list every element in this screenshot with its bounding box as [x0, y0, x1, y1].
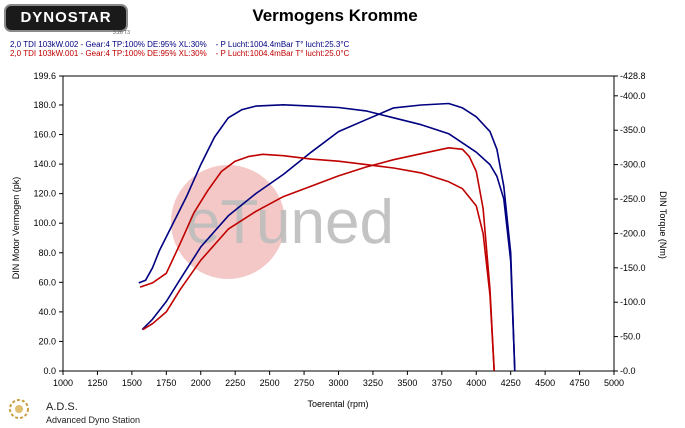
y2-tick-label: -300.0: [620, 160, 646, 170]
y-tick-label: 0.0: [43, 366, 56, 376]
ads-logo-icon: [9, 399, 29, 419]
y-tick-label: 180.0: [33, 100, 56, 110]
x-tick-label: 5000: [604, 378, 624, 388]
y2-tick-label: -0.0: [620, 366, 636, 376]
y2-tick-label: -150.0: [620, 263, 646, 273]
x-tick-label: 2500: [260, 378, 280, 388]
series-line-torque-run-001: [139, 153, 495, 372]
watermark-text: eTuned: [186, 188, 394, 257]
run-legend-1: 2,0 TDI 103kW.002 - Gear:4 TP:100% DE:95…: [10, 40, 349, 49]
x-tick-label: 3000: [328, 378, 348, 388]
ads-description: Advanced Dyno Station: [46, 415, 141, 425]
series-line-power-run-001: [142, 147, 495, 372]
logo-version: 3.26 T3: [113, 30, 130, 36]
run-legend-2: 2,0 TDI 103kW.001 - Gear:4 TP:100% DE:95…: [10, 49, 349, 58]
x-tick-label: 1750: [156, 378, 176, 388]
y-tick-label: 120.0: [33, 189, 56, 199]
y2-tick-label: -400.0: [620, 91, 646, 101]
x-tick-label: 4500: [535, 378, 555, 388]
y2-tick-label: -250.0: [620, 194, 646, 204]
etuned-watermark: eTuned: [171, 165, 394, 279]
chart-title: Vermogens Kromme: [252, 6, 418, 25]
x-tick-label: 1500: [122, 378, 142, 388]
series-line-torque-run-002: [138, 104, 516, 372]
x-tick-label: 3250: [363, 378, 383, 388]
run-conditions-2: - P Lucht:1004.4mBar T° lucht:25.0°C: [215, 49, 350, 58]
y2-axis-label: DIN Torque (Nm): [658, 191, 668, 259]
x-tick-label: 3750: [432, 378, 452, 388]
y-axis-left: 0.0 20.0 40.0 60.0 80.0 100.0 120.0 140.0 160.0 1…: [33, 71, 63, 376]
x-axis: 1000 1250 1500 1750 2000 2250 2500 2750 3000 3250…: [53, 371, 624, 388]
x-tick-label: 1000: [53, 378, 73, 388]
x-tick-label: 3500: [397, 378, 417, 388]
x-axis-label: Toerental (rpm): [307, 399, 368, 409]
y-tick-label: 199.6: [33, 71, 56, 81]
y2-tick-label: -428.8: [620, 71, 646, 81]
run-conditions-1: - P Lucht:1004.4mBar T° lucht:25.3°C: [215, 40, 350, 49]
y-tick-label: 100.0: [33, 218, 56, 228]
y-tick-label: 20.0: [38, 336, 56, 346]
y2-tick-label: -350.0: [620, 125, 646, 135]
x-tick-label: 2000: [191, 378, 211, 388]
series-layer: [138, 102, 516, 372]
dynostar-logo: DYNOSTAR: [4, 4, 128, 32]
series-line-power-run-002: [141, 102, 516, 372]
x-tick-label: 4250: [501, 378, 521, 388]
x-tick-label: 4000: [466, 378, 486, 388]
x-tick-label: 2750: [294, 378, 314, 388]
y-axis-right: -0.0 -50.0 -100.0 -150.0 -200.0 -250.0 -300.0 -…: [614, 71, 646, 376]
y2-tick-label: -50.0: [620, 332, 641, 342]
logo-text: DYNOSTAR: [20, 9, 112, 26]
y-tick-label: 60.0: [38, 277, 56, 287]
run-label-1: 2,0 TDI 103kW.002 - Gear:4 TP:100% DE:95…: [10, 40, 207, 49]
x-tick-label: 2250: [225, 378, 245, 388]
y2-tick-label: -100.0: [620, 297, 646, 307]
x-tick-label: 4750: [570, 378, 590, 388]
x-tick-label: 1250: [87, 378, 107, 388]
y-tick-label: 160.0: [33, 130, 56, 140]
y2-tick-label: -200.0: [620, 228, 646, 238]
run-label-2: 2,0 TDI 103kW.001 - Gear:4 TP:100% DE:95…: [10, 49, 207, 58]
y-tick-label: 140.0: [33, 159, 56, 169]
y-tick-label: 40.0: [38, 307, 56, 317]
ads-name: A.D.S.: [46, 401, 78, 413]
y-axis-label: DIN Motor Vermogen (pk): [11, 177, 21, 280]
y-tick-label: 80.0: [38, 248, 56, 258]
